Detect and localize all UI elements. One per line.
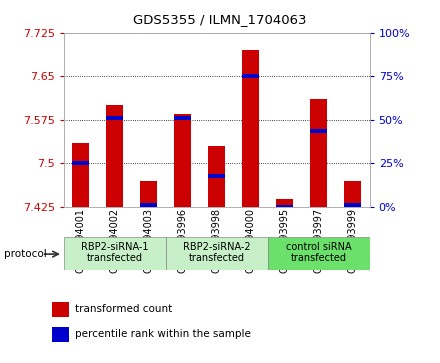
Bar [140,203,157,207]
Bar [106,116,123,120]
FancyBboxPatch shape [268,237,370,270]
Bar [344,203,361,207]
Bar [310,99,327,207]
FancyBboxPatch shape [166,237,268,270]
Bar [52,327,69,342]
Text: GDS5355 / ILMN_1704063: GDS5355 / ILMN_1704063 [133,13,307,26]
Bar [242,50,259,207]
FancyBboxPatch shape [64,237,166,270]
Bar [174,114,191,207]
Bar [344,181,361,207]
Bar [242,74,259,78]
Text: RBP2-siRNA-2
transfected: RBP2-siRNA-2 transfected [183,242,250,263]
Bar [174,116,191,120]
Text: control siRNA
transfected: control siRNA transfected [286,242,352,263]
Bar [140,181,157,207]
Bar [276,205,293,209]
Text: RBP2-siRNA-1
transfected: RBP2-siRNA-1 transfected [81,242,149,263]
Bar [208,174,225,178]
Bar [72,143,89,207]
Bar [310,130,327,133]
Text: transformed count: transformed count [75,304,172,314]
Text: protocol: protocol [4,249,47,259]
Bar [106,105,123,207]
Bar [52,302,69,317]
Bar [208,146,225,207]
Text: percentile rank within the sample: percentile rank within the sample [75,329,251,339]
Bar [72,162,89,165]
Bar [276,199,293,207]
